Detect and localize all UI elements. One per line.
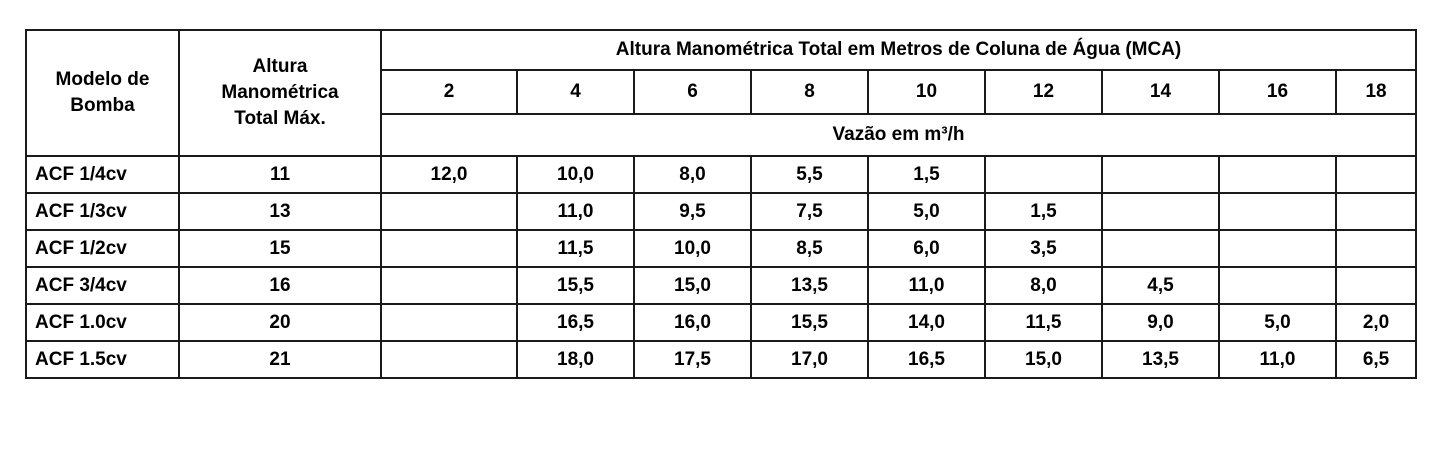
flow-cell [1101,192,1220,231]
flow-cell: 1,5 [867,155,986,194]
flow-cell: 11,0 [867,266,986,305]
flow-cell: 8,0 [984,266,1103,305]
head-value-14: 14 [1101,69,1220,115]
flow-cell: 13,5 [1101,340,1220,379]
head-value-4: 4 [516,69,635,115]
max-head-header-line1: Altura [252,56,308,77]
flow-cell: 14,0 [867,303,986,342]
flow-cell [1334,266,1418,305]
pump-performance-table: Modelo de Bomba Altura Manométrica Total… [25,29,1418,379]
flow-cell: 7,5 [750,192,869,231]
flow-cell: 15,0 [633,266,752,305]
flow-cell [380,192,518,231]
flow-cell: 15,5 [516,266,635,305]
flow-cell: 12,0 [380,155,518,194]
max-head-cell: 21 [178,340,382,379]
flow-cell: 10,0 [516,155,635,194]
flow-cell: 5,0 [1218,303,1337,342]
max-head-cell: 15 [178,229,382,268]
flow-cell [1334,229,1418,268]
max-head-cell: 20 [178,303,382,342]
flow-cell [1101,229,1220,268]
flow-cell [1334,155,1418,194]
max-head-cell: 13 [178,192,382,231]
flow-cell [1218,266,1337,305]
flow-cell: 2,0 [1334,303,1418,342]
flow-unit-header: Vazão em m³/h [379,113,1418,157]
flow-cell: 16,5 [516,303,635,342]
max-head-cell: 16 [178,266,382,305]
model-column-header: Modelo de Bomba [25,29,180,157]
flow-cell [380,229,518,268]
flow-cell [1101,155,1220,194]
model-cell: ACF 1.5cv [25,340,180,379]
head-value-16: 16 [1218,69,1337,115]
flow-cell: 16,0 [633,303,752,342]
flow-cell [1218,155,1337,194]
model-cell: ACF 1/4cv [25,155,180,194]
flow-cell: 4,5 [1101,266,1220,305]
model-header-line2: Bomba [70,95,135,116]
head-values-row: 2 4 6 8 10 12 14 16 18 [26,69,1418,115]
head-value-6: 6 [633,69,752,115]
flow-cell: 16,5 [867,340,986,379]
flow-cell [1218,192,1337,231]
head-value-10: 10 [867,69,986,115]
max-head-header-line2: Manométrica [221,82,339,103]
model-header-line1: Modelo de [55,69,150,90]
model-cell: ACF 1/3cv [25,192,180,231]
flow-cell: 17,5 [633,340,752,379]
model-cell: ACF 1.0cv [25,303,180,342]
flow-cell: 6,0 [867,229,986,268]
flow-cell: 15,0 [984,340,1103,379]
flow-cell: 17,0 [750,340,869,379]
max-head-column-header: Altura Manométrica Total Máx. [178,29,382,157]
head-value-8: 8 [750,69,869,115]
table-row: ACF 3/4cv 16 15,5 15,0 13,5 11,0 8,0 4,5 [25,266,1418,305]
table-body: ACF 1/4cv 11 12,0 10,0 8,0 5,5 1,5 ACF 1/3cv 13 1… [25,155,1418,379]
flow-cell: 8,0 [633,155,752,194]
table-row: ACF 1.0cv 20 16,5 16,0 15,5 14,0 11,5 9,0 5,0 2,0 [25,303,1418,342]
flow-cell [1218,229,1337,268]
flow-cell: 10,0 [633,229,752,268]
flow-cell: 11,5 [516,229,635,268]
flow-cell: 5,0 [867,192,986,231]
flow-cell: 11,0 [516,192,635,231]
flow-cell: 3,5 [984,229,1103,268]
flow-cell: 6,5 [1334,340,1418,379]
flow-cell [984,155,1103,194]
max-head-cell: 11 [178,155,382,194]
table-row: ACF 1.5cv 21 18,0 17,5 17,0 16,5 15,0 13,5 11,0 6… [25,340,1418,379]
flow-cell [380,303,518,342]
head-value-18: 18 [1334,69,1418,115]
table-row: ACF 1/2cv 15 11,5 10,0 8,5 6,0 3,5 [25,229,1418,268]
head-value-12: 12 [984,69,1103,115]
flow-cell: 11,5 [984,303,1103,342]
head-value-2: 2 [380,69,518,115]
model-cell: ACF 1/2cv [25,229,180,268]
flow-cell [380,340,518,379]
flow-cell: 8,5 [750,229,869,268]
model-cell: ACF 3/4cv [25,266,180,305]
flow-cell: 5,5 [750,155,869,194]
flow-cell [1334,192,1418,231]
max-head-header-line3: Total Máx. [234,108,326,129]
flow-cell: 15,5 [750,303,869,342]
flow-cell: 13,5 [750,266,869,305]
table-row: ACF 1/3cv 13 11,0 9,5 7,5 5,0 1,5 [25,192,1418,231]
table-row: ACF 1/4cv 11 12,0 10,0 8,0 5,5 1,5 [25,155,1418,194]
flow-cell: 9,5 [633,192,752,231]
flow-cell [380,266,518,305]
flow-cell: 18,0 [516,340,635,379]
head-group-header: Altura Manométrica Total em Metros de Co… [379,29,1418,71]
flow-cell: 11,0 [1218,340,1337,379]
flow-cell: 1,5 [984,192,1103,231]
flow-cell: 9,0 [1101,303,1220,342]
